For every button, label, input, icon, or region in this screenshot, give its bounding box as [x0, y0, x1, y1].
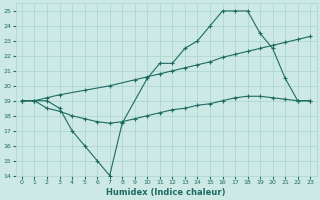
X-axis label: Humidex (Indice chaleur): Humidex (Indice chaleur) — [106, 188, 226, 197]
